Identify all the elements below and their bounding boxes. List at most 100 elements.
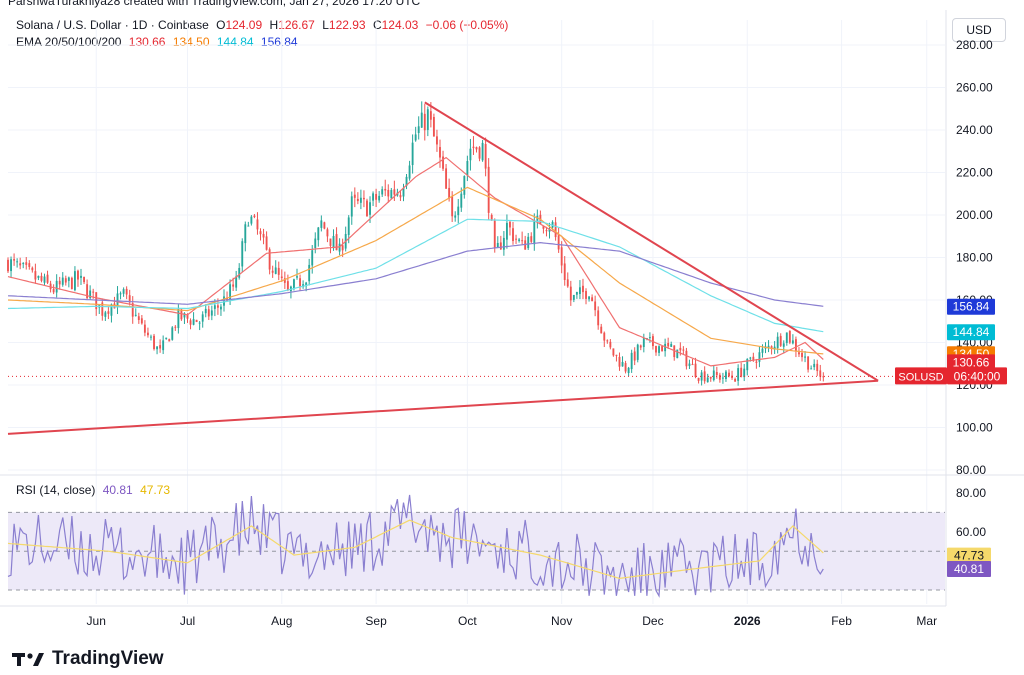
candle-up — [89, 290, 92, 299]
tradingview-logo-icon — [12, 653, 44, 666]
candle-down — [472, 146, 475, 148]
symbol-label: Solana / U.S. Dollar · 1D · Coinbase — [16, 18, 209, 32]
candle-up — [706, 377, 709, 383]
candle-up — [220, 306, 222, 310]
candle-down — [286, 281, 289, 290]
price-chart[interactable]: 280.00260.00240.00220.00200.00180.00160.… — [0, 0, 1024, 640]
candle-down — [253, 215, 256, 218]
candle-up — [16, 261, 19, 263]
candle-up — [347, 217, 350, 235]
candle-up — [782, 343, 785, 347]
candle-down — [499, 242, 502, 250]
candle-down — [709, 377, 712, 379]
candle-down — [146, 332, 149, 336]
candle-down — [475, 147, 478, 150]
candle-down — [189, 320, 192, 325]
candle-down — [563, 263, 566, 280]
candle-down — [521, 240, 524, 242]
candle-down — [384, 188, 387, 191]
candle-down — [603, 332, 606, 341]
candle-down — [697, 377, 700, 381]
candle-down — [512, 228, 514, 242]
candle-down — [168, 339, 171, 342]
candle-up — [527, 236, 530, 249]
rsi-badge-label: 47.73 — [954, 549, 984, 563]
candle-up — [177, 309, 180, 329]
candle-down — [259, 231, 262, 235]
rsi-label: RSI (14, close) — [16, 483, 96, 497]
candle-up — [67, 277, 70, 281]
candle-down — [70, 277, 73, 289]
candle-down — [728, 372, 730, 376]
candle-up — [420, 112, 423, 128]
candle-up — [402, 187, 405, 197]
candle-down — [375, 193, 378, 200]
candle-up — [749, 357, 752, 359]
candle-down — [356, 198, 359, 202]
candle-down — [58, 280, 61, 285]
candle-down — [770, 346, 773, 349]
candle-up — [241, 241, 244, 267]
candle-down — [655, 345, 657, 353]
candle-up — [417, 126, 420, 133]
candle-down — [478, 147, 481, 159]
candle-down — [31, 267, 34, 271]
symbol-badge — [895, 367, 947, 385]
candle-down — [268, 249, 271, 270]
rsi-line — [7, 494, 824, 598]
candle-down — [125, 288, 128, 295]
currency-button[interactable]: USD — [952, 18, 1006, 42]
ohlc-high: 126.67 — [278, 18, 315, 32]
candle-up — [721, 377, 724, 379]
candle-down — [484, 143, 487, 169]
candle-down — [585, 291, 587, 299]
candle-up — [670, 344, 673, 347]
rsi-legend[interactable]: RSI (14, close) 40.81 47.73 — [16, 483, 170, 497]
ohlc-low-label: L — [322, 18, 329, 32]
candle-down — [451, 196, 454, 217]
candle-up — [381, 189, 384, 195]
ema-price-badge-label: 156.84 — [953, 300, 990, 314]
candle-down — [77, 270, 79, 280]
time-axis-label: Dec — [642, 614, 663, 628]
candle-up — [454, 215, 457, 218]
candle-up — [518, 239, 521, 241]
candle-down — [718, 374, 721, 380]
candle-down — [101, 302, 104, 316]
tradingview-logo[interactable]: TradingView — [12, 648, 164, 670]
candle-down — [566, 279, 569, 287]
time-axis-label: Nov — [551, 614, 572, 628]
candle-up — [804, 356, 807, 358]
candle-up — [317, 227, 320, 241]
candle-down — [399, 195, 402, 198]
candle-down — [600, 326, 603, 334]
rsi-value: 40.81 — [102, 483, 133, 497]
candle-down — [442, 156, 444, 169]
candle-down — [752, 356, 755, 361]
candle-up — [460, 193, 463, 208]
candle-up — [378, 195, 381, 201]
candles-group — [7, 101, 825, 386]
candle-up — [110, 304, 113, 316]
candle-down — [143, 324, 146, 333]
candle-down — [40, 275, 43, 281]
price-axis-tick: 180.00 — [956, 251, 993, 265]
candle-up — [572, 294, 575, 300]
candle-down — [107, 311, 110, 314]
candle-down — [262, 233, 265, 238]
candle-down — [423, 113, 426, 131]
candle-down — [277, 267, 280, 275]
candle-down — [694, 363, 697, 378]
ohlc-high-label: H — [269, 18, 279, 32]
candle-down — [582, 285, 584, 293]
candle-down — [509, 221, 511, 228]
candle-up — [238, 267, 241, 278]
candle-down — [86, 284, 89, 299]
candle-down — [429, 111, 432, 120]
price-axis-tick: 240.00 — [956, 123, 993, 137]
candle-down — [393, 189, 396, 195]
ema20-line — [7, 156, 824, 367]
candle-down — [283, 278, 286, 283]
time-axis-label: Aug — [271, 614, 292, 628]
candle-down — [557, 235, 560, 250]
